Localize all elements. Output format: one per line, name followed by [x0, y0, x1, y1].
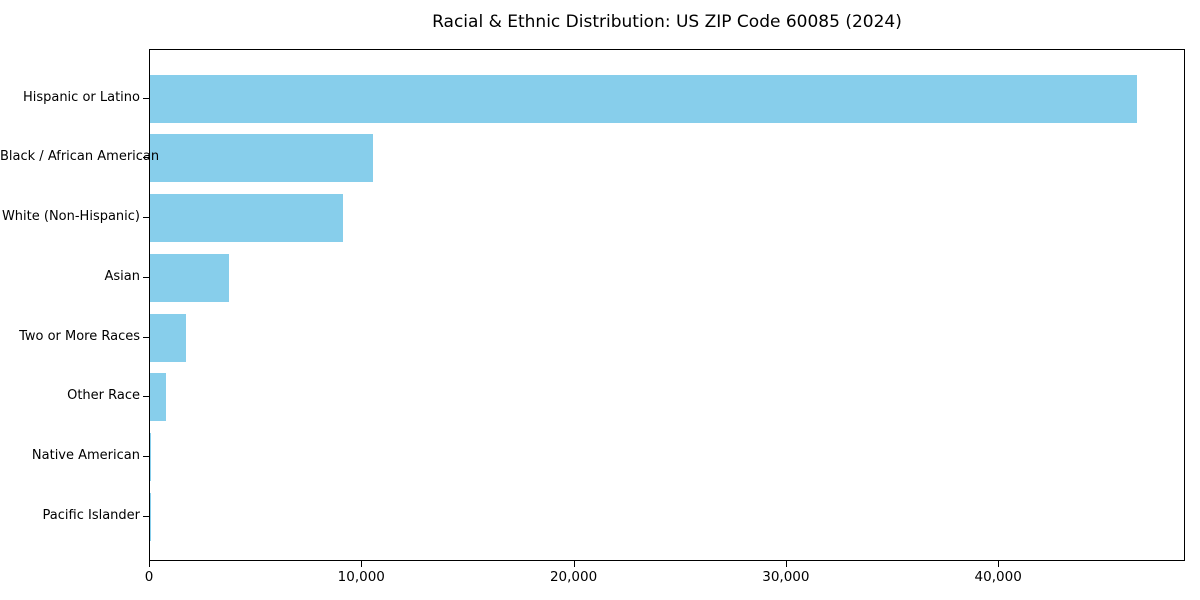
x-tick-mark [998, 561, 1000, 567]
y-tick-mark [143, 217, 149, 219]
bar-black-african-american [150, 134, 373, 183]
bar-two-or-more-races [150, 313, 187, 362]
bar-native-american [150, 432, 152, 481]
x-tick-mark [361, 561, 363, 567]
y-tick-label: Pacific Islander [42, 507, 140, 523]
y-tick-mark [143, 157, 149, 159]
y-tick-mark [143, 97, 149, 99]
plot-area [149, 49, 1185, 561]
y-tick-label: Black / African American [0, 149, 160, 165]
x-tick-mark [785, 561, 787, 567]
y-tick-label: Asian [104, 268, 140, 284]
x-tick-label: 40,000 [974, 569, 1022, 585]
y-tick-label: Hispanic or Latino [22, 89, 140, 105]
y-tick-mark [143, 455, 149, 457]
y-tick-label: Two or More Races [19, 328, 140, 344]
x-tick-label: 10,000 [337, 569, 385, 585]
y-tick-mark [143, 336, 149, 338]
x-tick-label: 20,000 [549, 569, 598, 585]
bar-other-race [150, 373, 166, 422]
bar-white-non-hispanic [150, 194, 344, 243]
y-tick-label: White (Non-Hispanic) [1, 209, 140, 225]
y-tick-label: Other Race [67, 388, 140, 404]
x-tick-label: 0 [144, 569, 154, 585]
y-tick-mark [143, 515, 149, 517]
y-tick-mark [143, 396, 149, 398]
chart-title: Racial & Ethnic Distribution: US ZIP Cod… [432, 12, 902, 32]
bar-hispanic-or-latino [150, 74, 1138, 123]
x-tick-mark [149, 561, 150, 567]
bar-asian [150, 253, 229, 302]
x-tick-label: 30,000 [762, 569, 810, 585]
x-tick-mark [573, 561, 575, 567]
y-tick-mark [143, 276, 149, 278]
y-tick-label: Native American [31, 447, 140, 463]
